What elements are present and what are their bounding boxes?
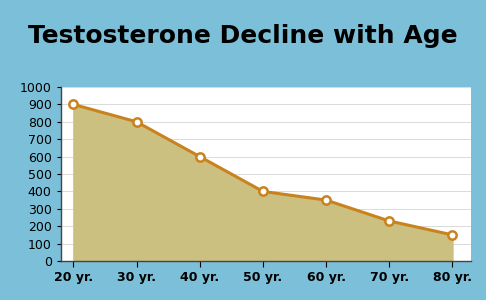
Text: Testosterone Decline with Age: Testosterone Decline with Age [28,24,458,48]
